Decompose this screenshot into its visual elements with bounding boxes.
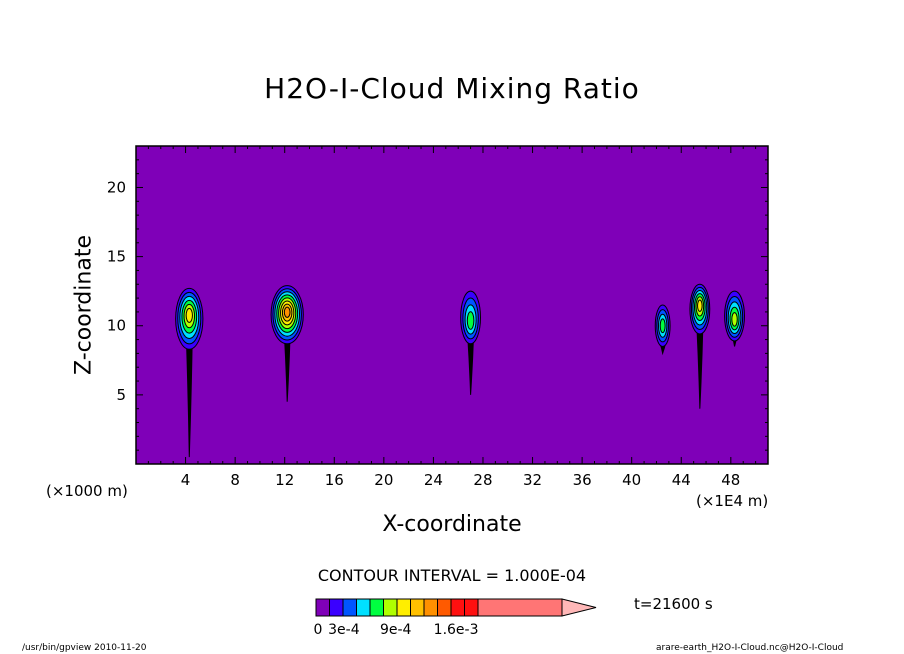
contour-level	[185, 307, 193, 323]
cloud-tail	[696, 325, 704, 409]
y-axis-label: Z-coordinate	[71, 235, 97, 375]
x-tick-label: 8	[230, 471, 240, 489]
colorbar-cell	[342, 598, 357, 617]
chart-title: H2O-I-Cloud Mixing Ratio	[264, 72, 640, 105]
time-label: t=21600 s	[634, 595, 713, 613]
x-unit-left: (×1000 m)	[46, 482, 128, 500]
colorbar-cell	[410, 598, 425, 617]
x-tick-label: 16	[325, 471, 344, 489]
cloud-2	[270, 285, 304, 402]
x-tick-label: 28	[473, 471, 492, 489]
colorbar-cell	[383, 598, 398, 617]
colorbar-cell	[396, 598, 411, 617]
contour-level	[466, 311, 475, 330]
x-axis-label: X-coordinate	[382, 512, 522, 537]
colorbar-cell	[423, 598, 438, 617]
colorbar-label: 1.6e-3	[434, 622, 479, 638]
y-tick-labels: 5 10 15 20	[107, 178, 126, 403]
colorbar-cell	[437, 598, 452, 617]
x-tick-label: 40	[622, 471, 641, 489]
x-tick-label: 44	[672, 471, 691, 489]
contour-level	[659, 318, 666, 334]
cloud-tail	[467, 333, 475, 395]
cloud-tail	[185, 334, 193, 458]
colorbar-cell	[356, 598, 371, 617]
colorbar	[315, 598, 597, 617]
colorbar-label: 0	[314, 622, 323, 638]
x-tick-label: 24	[424, 471, 443, 489]
footer-right: arare-earth_H2O-I-Cloud.nc@H2O-I-Cloud	[656, 643, 844, 653]
colorbar-labels: 0 3e-4 9e-4 1.6e-3	[314, 622, 479, 638]
colorbar-cell	[464, 598, 479, 617]
footer-left: /usr/bin/gpview 2010-11-20	[22, 643, 147, 653]
cloud-4	[654, 304, 671, 356]
cloud-6	[724, 290, 745, 347]
x-tick-label: 12	[275, 471, 294, 489]
colorbar-cell	[450, 598, 465, 617]
x-tick-label: 48	[721, 471, 740, 489]
plot-frame	[135, 145, 769, 465]
x-unit-right: (×1E4 m)	[696, 492, 769, 510]
colorbar-cell	[329, 598, 344, 617]
contour-interval: CONTOUR INTERVAL = 1.000E-04	[317, 566, 587, 585]
colorbar-cell	[369, 598, 384, 617]
cloud-contours	[175, 283, 745, 458]
cloud-1	[175, 287, 204, 458]
y-tick-label: 20	[107, 178, 126, 196]
y-tick-label: 5	[116, 386, 126, 404]
x-tick-label: 4	[181, 471, 191, 489]
x-tick-labels: 4 8 12 16 20 24 28 32 36 40 44 48	[181, 471, 741, 489]
colorbar-cell	[477, 598, 563, 617]
y-tick-label: 10	[107, 317, 126, 335]
plot-area	[136, 146, 768, 464]
cloud-tail	[283, 330, 291, 402]
x-tick-label: 36	[573, 471, 592, 489]
contour-level	[731, 312, 738, 327]
colorbar-label: 3e-4	[328, 622, 360, 638]
colorbar-label: 9e-4	[380, 622, 412, 638]
cloud-5	[689, 283, 711, 409]
contour-level	[283, 306, 291, 318]
colorbar-arrow	[561, 598, 597, 617]
x-tick-label: 32	[523, 471, 542, 489]
x-tick-label: 20	[374, 471, 393, 489]
colorbar-cell	[315, 598, 330, 617]
y-tick-label: 15	[107, 248, 126, 266]
cloud-3	[460, 290, 482, 395]
contour-level	[697, 299, 703, 312]
